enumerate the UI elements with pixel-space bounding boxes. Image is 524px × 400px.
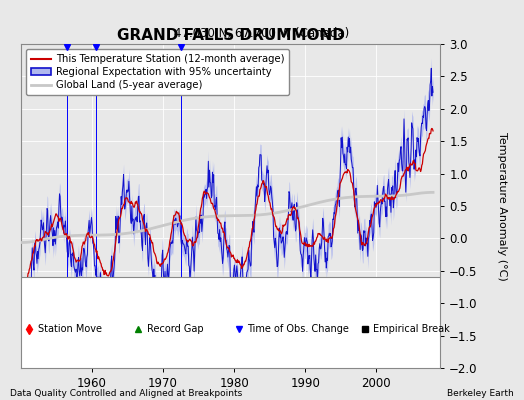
Text: Time of Obs. Change: Time of Obs. Change: [247, 324, 349, 334]
Legend: This Temperature Station (12-month average), Regional Expectation with 95% uncer: This Temperature Station (12-month avera…: [26, 49, 289, 95]
Bar: [21, 277, 440, 368]
Text: Berkeley Earth: Berkeley Earth: [447, 389, 514, 398]
Text: Record Gap: Record Gap: [147, 324, 203, 334]
Y-axis label: Temperature Anomaly (°C): Temperature Anomaly (°C): [497, 132, 507, 280]
Title: GRAND FALLS DRUMMOND: GRAND FALLS DRUMMOND: [117, 28, 344, 43]
Text: Station Move: Station Move: [38, 324, 102, 334]
Text: 47.030 N, 67.700 W (Canada): 47.030 N, 67.700 W (Canada): [174, 28, 350, 40]
Text: Data Quality Controlled and Aligned at Breakpoints: Data Quality Controlled and Aligned at B…: [10, 389, 243, 398]
Text: Empirical Break: Empirical Break: [373, 324, 450, 334]
